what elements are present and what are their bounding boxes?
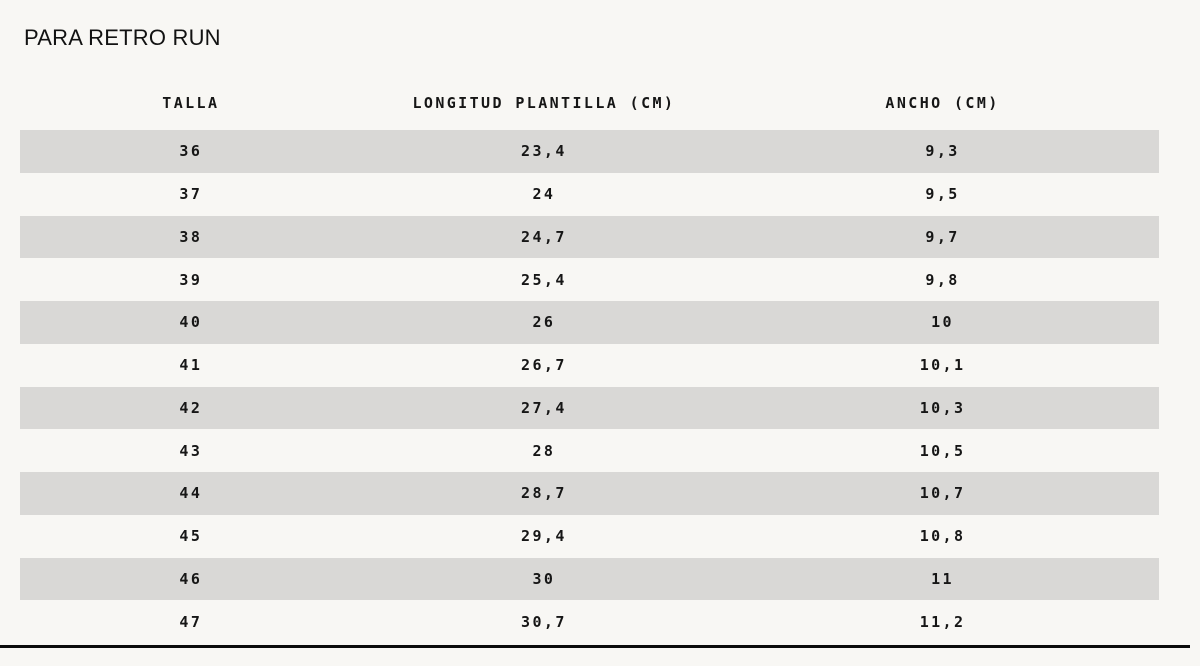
cell-ancho: 10,8 — [919, 527, 966, 546]
cell-longitud: 30 — [532, 569, 556, 588]
cell-ancho: 10,7 — [919, 484, 966, 503]
cell-talla: 41 — [179, 356, 203, 375]
cell-ancho: 9,8 — [925, 270, 960, 289]
table-row: 41 26,7 10,1 — [20, 344, 1159, 387]
cell-talla: 36 — [179, 142, 203, 161]
cell-longitud: 26,7 — [521, 356, 567, 375]
size-table-body: 36 23,4 9,3 37 24 9,5 38 24,7 9,7 39 25,… — [20, 130, 1159, 643]
cell-longitud: 27,4 — [521, 398, 567, 417]
cell-longitud: 24 — [532, 185, 556, 204]
table-row: 44 28,7 10,7 — [20, 472, 1159, 515]
column-header-ancho: ANCHO (CM) — [885, 94, 1000, 112]
cell-ancho: 9,3 — [925, 142, 960, 161]
cell-longitud: 26 — [532, 313, 556, 332]
column-header-longitud-plantilla: LONGITUD PLANTILLA (CM) — [412, 94, 676, 112]
page-title: PARA RETRO RUN — [24, 25, 221, 50]
cell-talla: 45 — [179, 527, 203, 546]
cell-talla: 37 — [179, 185, 203, 204]
cell-longitud: 28 — [532, 441, 556, 460]
table-row: 45 29,4 10,8 — [20, 515, 1159, 558]
cell-ancho: 10,1 — [919, 356, 966, 375]
table-header-row: TALLA LONGITUD PLANTILLA (CM) ANCHO (CM) — [20, 90, 1159, 130]
cell-talla: 38 — [179, 227, 203, 246]
cell-ancho: 10 — [931, 313, 954, 332]
table-row: 39 25,4 9,8 — [20, 258, 1159, 301]
cell-longitud: 25,4 — [521, 270, 567, 289]
table-row: 42 27,4 10,3 — [20, 386, 1159, 430]
cell-longitud: 29,4 — [521, 527, 567, 546]
bottom-divider — [0, 645, 1190, 648]
cell-longitud: 24,7 — [521, 227, 567, 246]
table-row: 37 24 9,5 — [20, 173, 1159, 216]
cell-ancho: 10,5 — [919, 441, 966, 460]
table-row: 47 30,7 11,2 — [20, 600, 1159, 643]
cell-longitud: 23,4 — [521, 142, 567, 161]
cell-ancho: 9,7 — [925, 227, 960, 246]
cell-talla: 46 — [179, 569, 203, 588]
cell-talla: 44 — [179, 484, 203, 503]
cell-talla: 39 — [179, 270, 203, 289]
table-row: 43 28 10,5 — [20, 429, 1159, 472]
cell-ancho: 9,5 — [925, 185, 960, 204]
cell-ancho: 10,3 — [919, 398, 966, 417]
cell-ancho: 11 — [931, 569, 954, 588]
table-row: 38 24,7 9,7 — [20, 215, 1159, 259]
cell-talla: 40 — [179, 313, 203, 332]
cell-ancho: 11,2 — [919, 612, 966, 631]
table-row: 46 30 11 — [20, 557, 1159, 601]
cell-longitud: 30,7 — [521, 612, 567, 631]
cell-talla: 43 — [179, 441, 203, 460]
cell-longitud: 28,7 — [521, 484, 567, 503]
cell-talla: 42 — [179, 398, 203, 417]
table-row: 36 23,4 9,3 — [20, 130, 1159, 173]
table-row: 40 26 10 — [20, 301, 1159, 344]
column-header-talla: TALLA — [162, 94, 220, 112]
size-table: TALLA LONGITUD PLANTILLA (CM) ANCHO (CM)… — [20, 90, 1159, 643]
cell-talla: 47 — [179, 612, 203, 631]
